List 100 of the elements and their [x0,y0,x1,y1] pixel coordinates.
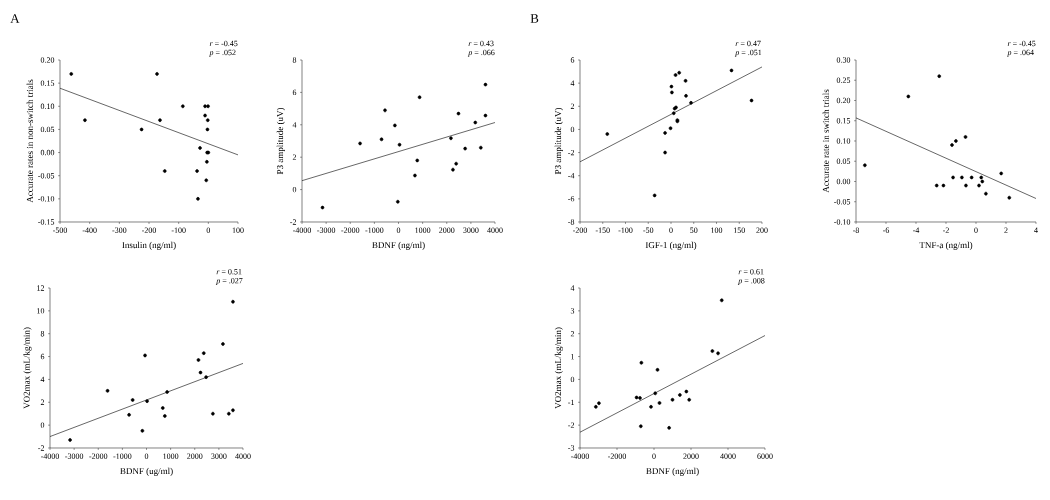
x-tick-label: 0 [144,453,149,459]
y-tick-label: 4 [570,80,575,86]
x-tick-label: -200 [141,227,157,233]
x-tick-label: 150 [733,227,745,233]
text: p = .051 [734,49,762,57]
x-axis-title: Insulin (ng/ml) [122,241,176,250]
text: p = .027 [215,277,243,286]
y-axis-title: VO2max (mL/kg/min) [23,327,32,409]
y-tick-label: 3 [570,308,575,314]
x-tick-label: -100 [171,227,186,233]
y-tick-label: -2 [38,445,45,451]
y-tick-label: -0.05 [834,199,851,205]
text: r = 0.43 [468,40,494,47]
x-tick-label: 3000 [211,453,227,459]
y-tick-label: 2 [40,399,45,405]
x-tick-label: 0 [974,227,978,233]
y-tick-label: 2 [292,154,297,160]
chart-title: A [10,14,20,23]
x-tick-label: -4000 [40,453,60,459]
x-axis-title: TNF-a (ng/ml) [919,241,973,250]
x-tick-label: 4000 [487,227,503,233]
x-tick-label: -2000 [341,227,360,233]
y-tick-label: 8 [40,331,45,337]
x-tick-label: -1000 [365,227,384,233]
text: p = .066 [467,49,495,57]
x-tick-label: -300 [112,227,127,233]
x-tick-label: -50 [643,227,654,233]
x-axis-title: BDNF (ng/ml) [372,241,425,250]
x-tick-label: 4000 [235,453,251,459]
x-tick-label: -2000 [89,453,108,459]
y-tick-label: 8 [292,57,297,63]
y-tick-label: 0 [40,422,45,428]
x-tick-label: 2000 [439,227,455,233]
x-tick-label: -6 [882,227,890,233]
x-tick-label: 200 [756,227,768,233]
x-tick-label: 3000 [463,227,479,233]
x-tick-label: 100 [711,227,723,233]
y-tick-label: -6 [568,196,575,202]
y-tick-label: 1 [571,353,574,360]
y-axis-title: VO2max (mL/kg/min) [554,327,563,409]
x-tick-label: 4 [1034,227,1038,233]
text: p = .008 [737,278,765,286]
text: r = 0.51 [216,268,242,275]
x-tick-label: 100 [232,227,244,233]
x-tick-label: -1000 [113,453,132,459]
y-tick-label: -0.10 [834,219,851,225]
y-tick-label: 0.00 [40,149,55,156]
y-tick-label: 0 [292,186,297,193]
x-tick-label: -2 [942,227,949,233]
y-tick-label: -4 [568,173,575,179]
x-tick-label: 2 [1004,227,1008,233]
y-tick-label: -0.15 [38,219,55,225]
y-tick-label: -2 [568,422,575,428]
y-tick-label: 6 [292,89,297,96]
x-tick-label: 4000 [720,453,736,459]
x-axis-title: IGF-1 (ng/ml) [645,241,697,250]
y-tick-label: 6 [40,353,45,360]
x-tick-label: 1000 [415,227,431,233]
x-tick-label: 0 [206,227,211,233]
y-tick-label: 0.20 [40,57,55,63]
x-axis-title: BDNF (ug/ml) [120,467,173,476]
y-axis-title: Accurate rate in switch trials [822,89,829,193]
y-tick-label: -2 [290,219,297,225]
x-tick-label: -8 [852,227,860,233]
y-axis-title: P3 amplitude (uV) [276,107,285,175]
y-tick-label: 12 [37,285,45,291]
x-tick-label: -3000 [65,453,84,459]
y-tick-label: 2 [570,103,575,109]
y-tick-label: 6 [570,57,575,63]
text: r = -0.45 [209,40,238,47]
y-tick-label: 4 [292,122,297,128]
x-tick-label: -200 [572,227,588,233]
x-tick-label: 0 [652,453,656,459]
x-axis-title: BDNF (ng/ml) [646,467,699,476]
x-tick-label: 6000 [757,453,773,459]
y-tick-label: 0.10 [836,138,851,144]
y-tick-label: 0.15 [40,80,55,86]
text: r = 0.61 [738,269,764,275]
y-tick-label: 10 [37,308,45,314]
x-tick-label: 2000 [187,453,203,459]
y-tick-label: 0 [570,126,575,133]
x-tick-label: -4000 [570,453,590,459]
y-tick-label: 0.10 [40,103,55,109]
x-tick-label: 0 [396,227,401,233]
y-axis-title: Accurate rates in non-switch trials [26,79,33,203]
x-tick-label: -500 [52,227,68,233]
y-tick-label: 0.05 [836,158,851,164]
chart-title: B [530,14,539,23]
text: p = .052 [209,49,236,57]
x-tick-label: -2000 [607,453,627,459]
x-tick-label: -4000 [292,227,312,233]
x-tick-label: -150 [595,227,610,233]
y-tick-label: -0.05 [38,172,55,179]
x-tick-label: 2000 [683,453,699,459]
y-tick-label: 0 [570,376,575,383]
x-tick-label: 50 [690,227,698,233]
y-tick-label: 0.15 [836,118,851,124]
y-tick-label: 0.25 [836,77,851,83]
y-axis-title: P3 amplitude (uV) [554,107,563,175]
x-tick-label: 0 [669,227,673,233]
